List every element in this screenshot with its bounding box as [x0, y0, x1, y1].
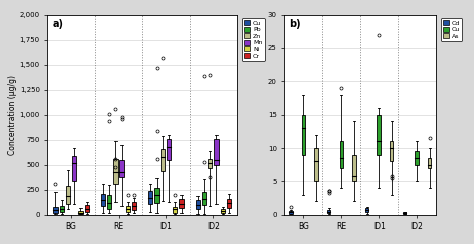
Bar [78, 211, 82, 214]
Bar [314, 148, 318, 181]
Bar [390, 141, 393, 161]
Bar [202, 192, 206, 205]
Bar [195, 200, 200, 209]
Text: a): a) [53, 19, 64, 29]
Bar [72, 156, 76, 181]
Bar [327, 210, 330, 214]
Legend: Cd, Cu, As: Cd, Cu, As [441, 18, 462, 41]
Bar [179, 199, 184, 208]
Bar [113, 159, 118, 184]
Bar [100, 194, 105, 206]
Bar [66, 186, 70, 204]
Bar [289, 211, 292, 214]
Y-axis label: Concentration (μg/g): Concentration (μg/g) [8, 75, 17, 155]
Bar [167, 139, 171, 160]
Bar [352, 155, 356, 181]
Bar [339, 141, 343, 168]
Bar [155, 188, 159, 203]
Bar [428, 158, 431, 168]
Bar [403, 212, 406, 214]
Bar [132, 202, 137, 210]
Bar [107, 195, 111, 209]
Bar [148, 191, 152, 204]
Bar [60, 206, 64, 212]
Bar [301, 115, 305, 155]
Bar [365, 208, 368, 212]
Bar [377, 115, 381, 155]
Bar [220, 209, 225, 213]
Bar [53, 207, 58, 213]
Legend: Cu, Pb, Zn, Mn, Ni, Cr: Cu, Pb, Zn, Mn, Ni, Cr [242, 18, 264, 61]
Bar [126, 206, 130, 212]
Bar [84, 205, 89, 212]
Bar [161, 149, 165, 171]
Bar [227, 199, 231, 207]
Bar [208, 159, 212, 168]
Bar [415, 151, 419, 165]
Text: b): b) [289, 19, 301, 29]
Bar [173, 207, 177, 213]
Bar [119, 160, 124, 177]
Bar [214, 139, 219, 165]
